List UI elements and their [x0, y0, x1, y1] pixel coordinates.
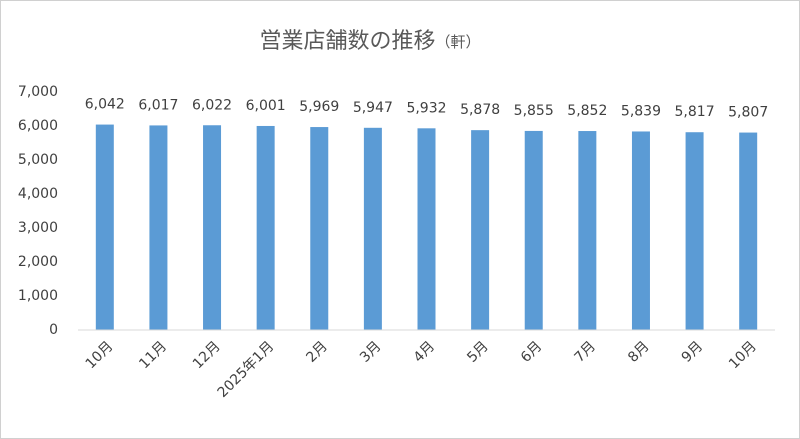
value-label: 5,969: [299, 99, 339, 115]
bar: [471, 130, 490, 330]
value-label: 6,017: [138, 97, 178, 113]
title-main: 営業店舗数の推移: [259, 29, 435, 54]
value-label: 6,042: [85, 97, 125, 113]
bar: [524, 130, 543, 330]
y-tick-label: 2,000: [18, 254, 58, 270]
chart-title: 営業店舗数の推移（軒）: [259, 29, 480, 54]
y-tick-label: 6,000: [18, 118, 58, 134]
value-label: 5,855: [514, 103, 554, 119]
title-unit: （軒）: [436, 33, 481, 51]
y-tick-label: 1,000: [18, 288, 58, 304]
value-label: 6,022: [192, 97, 232, 113]
y-tick-label: 0: [49, 322, 58, 338]
bar: [310, 127, 329, 330]
value-label: 5,852: [567, 103, 607, 119]
bar: [739, 132, 758, 330]
value-label: 5,807: [728, 105, 768, 121]
bar: [363, 127, 382, 330]
y-tick-label: 4,000: [18, 186, 58, 202]
bar: [578, 131, 597, 330]
bar: [685, 132, 704, 330]
bar: [203, 125, 222, 330]
y-tick-label: 5,000: [18, 152, 58, 168]
y-tick-label: 3,000: [18, 220, 58, 236]
value-label: 5,817: [675, 104, 715, 120]
value-label: 5,947: [353, 100, 393, 116]
bar: [256, 125, 275, 330]
value-label: 5,878: [460, 102, 500, 118]
bar: [149, 125, 168, 330]
bar: [95, 124, 114, 331]
value-label: 5,839: [621, 103, 661, 119]
value-label: 5,932: [406, 100, 446, 116]
bar: [631, 131, 650, 330]
bar: [417, 128, 436, 330]
y-tick-label: 7,000: [18, 84, 58, 100]
value-label: 6,001: [246, 98, 286, 114]
